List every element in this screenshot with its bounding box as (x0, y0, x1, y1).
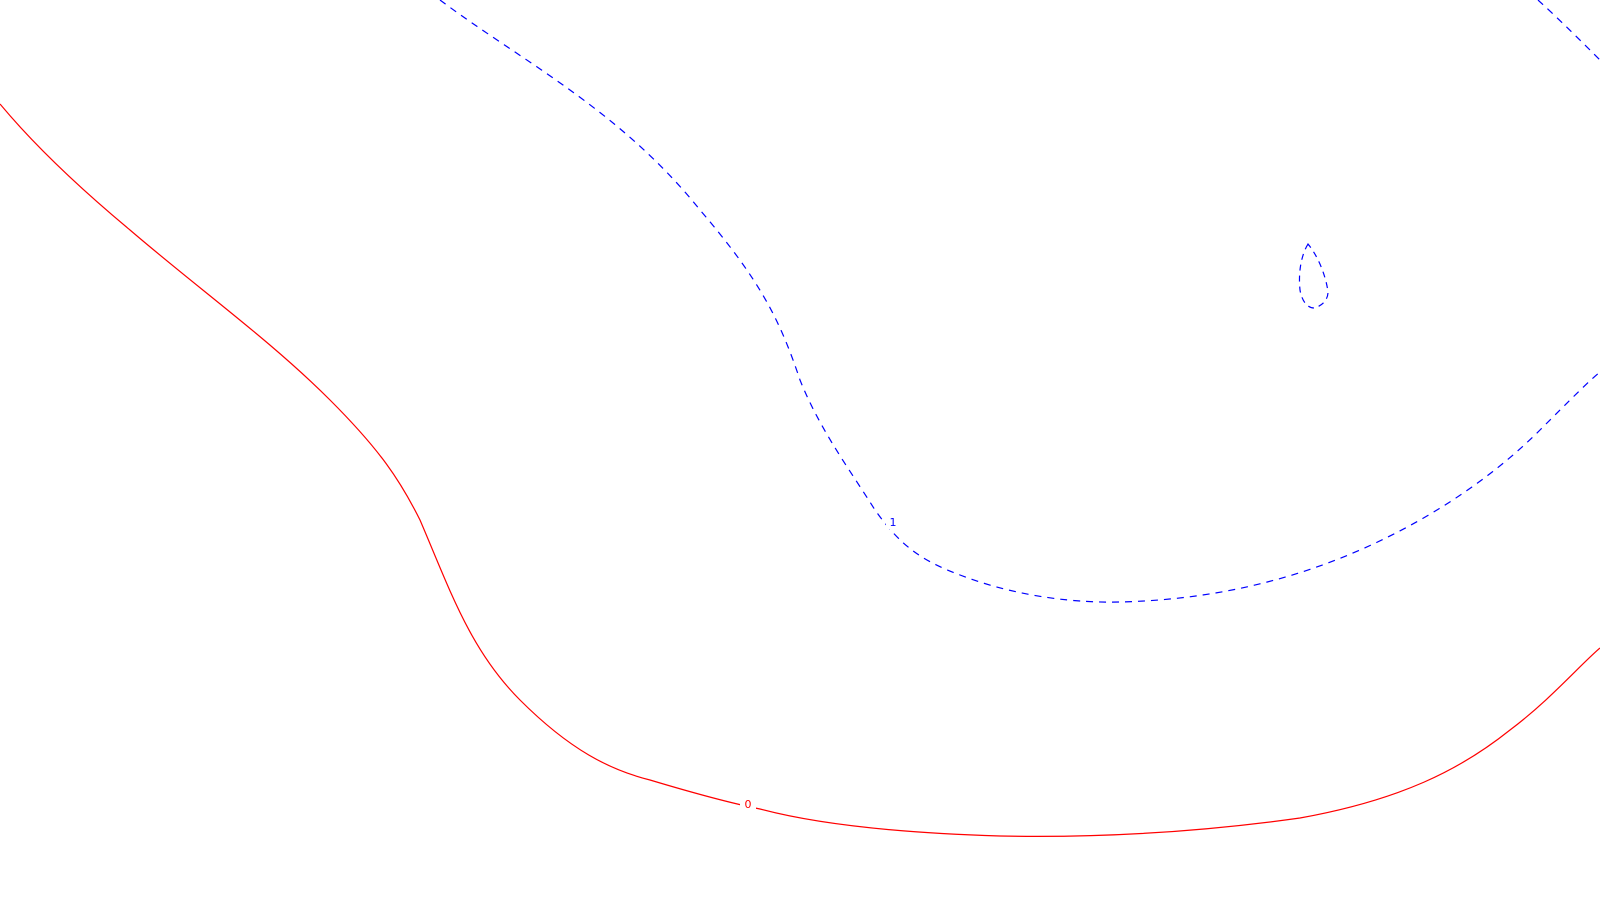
contour-group-level-0: 0 (0, 103, 1600, 837)
contour-line-level-1-island (1298, 242, 1329, 309)
contour-label-level-0: 0 (745, 798, 752, 811)
contour-line-level-1-corner (1537, 0, 1600, 61)
contour-group-level-1: 1 (439, 0, 1600, 603)
contour-label-bg-level-0 (740, 797, 756, 811)
contour-label-bg-level-1 (886, 515, 900, 529)
contour-line-level-0 (0, 103, 1600, 837)
contour-line-level-1-main (439, 0, 1600, 603)
contour-label-level-1: 1 (890, 516, 897, 529)
